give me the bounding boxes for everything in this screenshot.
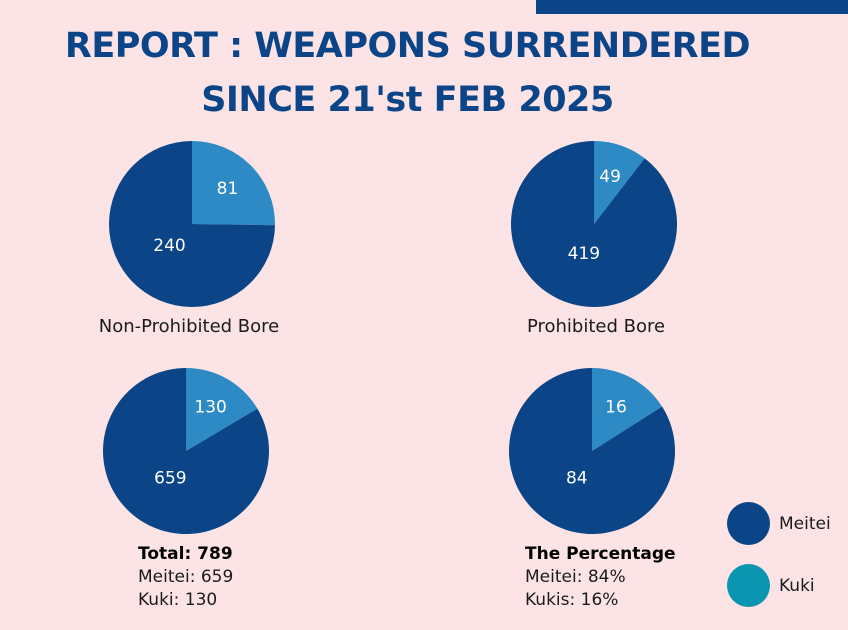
- caption-non-prohibited: Non-Prohibited Bore: [98, 316, 280, 337]
- pie-label-meitei: 84: [566, 469, 588, 489]
- pie-chart-prohibited: 49 419: [511, 141, 677, 307]
- pie-slice-kuki: [186, 368, 258, 451]
- pie-label-kuki: 130: [194, 398, 226, 418]
- summary-total-heading: Total: 789: [138, 544, 233, 564]
- pie-svg: 130 659: [103, 368, 269, 534]
- pie-label-meitei: 240: [153, 236, 185, 256]
- legend-swatch-meitei: [727, 502, 770, 545]
- pie-chart-total: 130 659: [103, 368, 269, 534]
- pie-label-kuki: 49: [599, 167, 621, 187]
- report-title-line1: REPORT : WEAPONS SURRENDERED: [64, 26, 751, 66]
- pie-slice-kuki: [592, 368, 663, 451]
- pie-slice-meitei: [103, 368, 269, 534]
- pie-chart-non-prohibited: 81 240: [109, 141, 275, 307]
- pie-label-kuki: 81: [217, 179, 239, 199]
- pie-label-kuki: 16: [605, 397, 627, 417]
- pie-slice-meitei: [109, 141, 275, 307]
- legend-label-kuki: Kuki: [779, 575, 815, 596]
- summary-total: Total: 789 Meitei: 659 Kuki: 130: [138, 543, 233, 612]
- report-title-line2: SINCE 21'st FEB 2025: [201, 80, 614, 120]
- pie-svg: 49 419: [511, 141, 677, 307]
- legend-label-meitei: Meitei: [779, 513, 831, 534]
- pie-label-meitei: 419: [568, 244, 600, 264]
- summary-percentage-heading: The Percentage: [525, 544, 676, 564]
- pie-slice-kuki: [192, 141, 275, 226]
- pie-svg: 81 240: [109, 141, 275, 307]
- pie-slice-kuki: [594, 141, 645, 224]
- top-accent-bar: [536, 0, 848, 14]
- legend-item-meitei: Meitei: [727, 502, 831, 545]
- pie-slice-meitei: [511, 141, 677, 307]
- summary-percentage-meitei: Meitei: 84%: [525, 567, 626, 587]
- summary-total-kuki: Kuki: 130: [138, 590, 218, 610]
- legend-item-kuki: Kuki: [727, 564, 815, 607]
- pie-label-meitei: 659: [154, 468, 186, 488]
- legend-swatch-kuki: [727, 564, 770, 607]
- summary-percentage: The Percentage Meitei: 84% Kukis: 16%: [525, 543, 676, 612]
- summary-total-meitei: Meitei: 659: [138, 567, 234, 587]
- caption-prohibited: Prohibited Bore: [526, 316, 666, 337]
- pie-slice-meitei: [509, 368, 675, 534]
- summary-percentage-kuki: Kukis: 16%: [525, 590, 619, 610]
- pie-chart-percentage: 16 84: [509, 368, 675, 534]
